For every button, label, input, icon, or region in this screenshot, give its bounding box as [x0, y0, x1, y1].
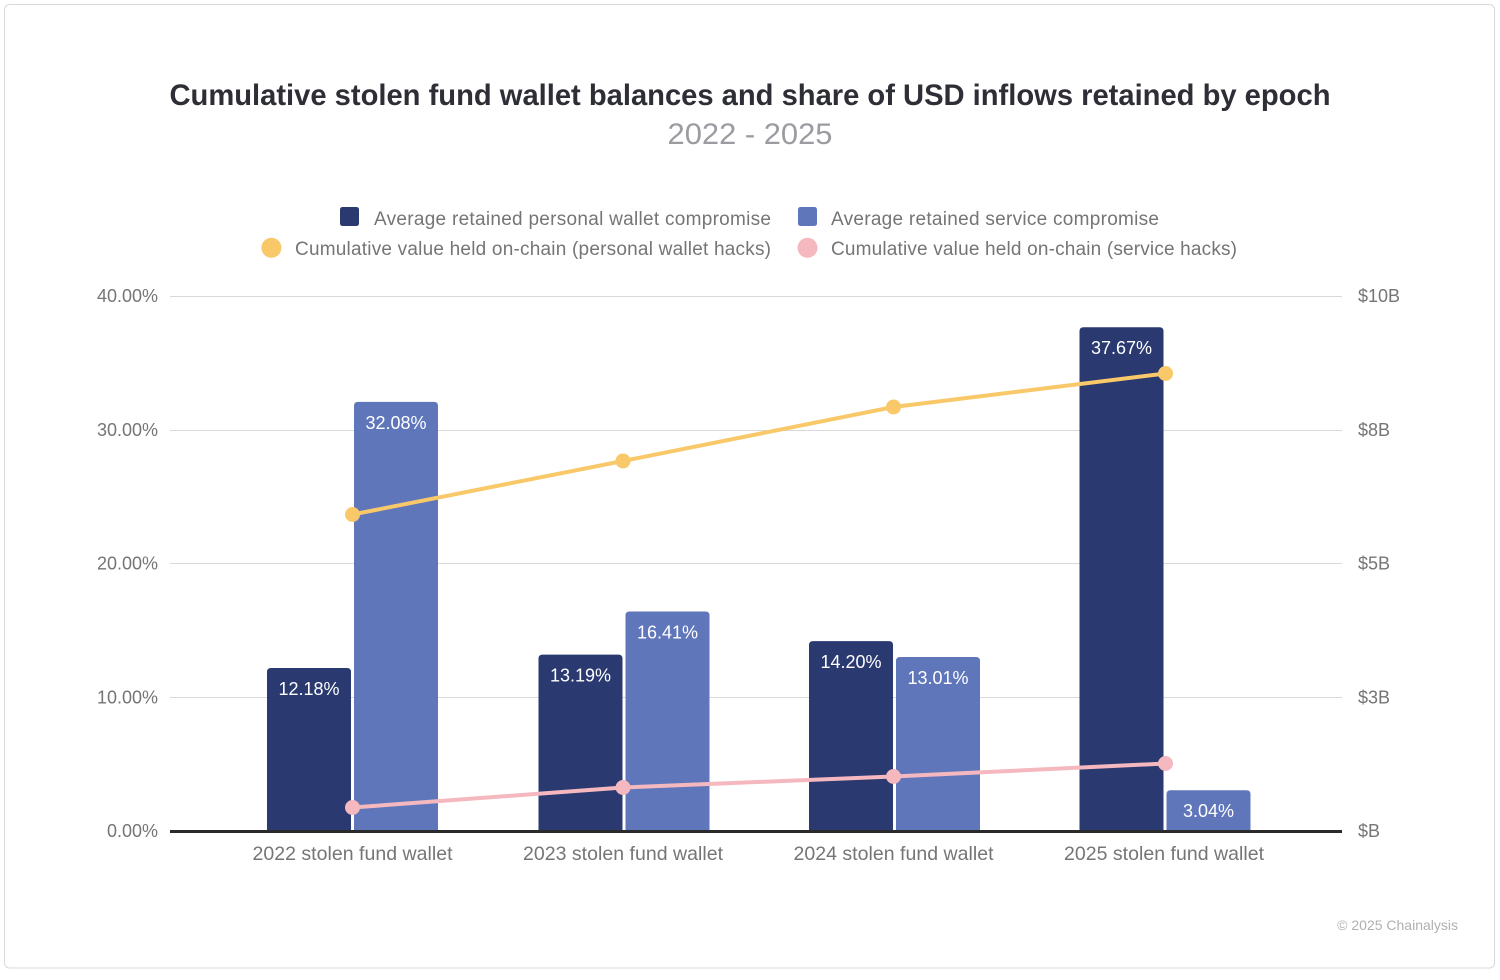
svg-text:Average retained personal wall: Average retained personal wallet comprom… [374, 209, 771, 230]
svg-text:2022 - 2025: 2022 - 2025 [668, 118, 833, 151]
svg-text:10.00%: 10.00% [97, 687, 158, 707]
svg-text:13.01%: 13.01% [907, 668, 968, 688]
svg-text:$5B: $5B [1358, 554, 1390, 574]
svg-text:Cumulative stolen fund wallet: Cumulative stolen fund wallet balances a… [170, 79, 1331, 112]
svg-text:30.00%: 30.00% [97, 420, 158, 440]
svg-text:16.41%: 16.41% [637, 623, 698, 643]
svg-text:Cumulative value held on-chain: Cumulative value held on-chain (personal… [295, 239, 771, 260]
svg-text:12.18%: 12.18% [278, 679, 339, 699]
svg-text:Average retained service compr: Average retained service compromise [831, 209, 1159, 230]
svg-text:0.00%: 0.00% [107, 821, 158, 841]
svg-text:$8B: $8B [1358, 420, 1390, 440]
svg-text:13.19%: 13.19% [550, 666, 611, 686]
svg-text:2024 stolen fund wallet: 2024 stolen fund wallet [794, 843, 995, 865]
svg-text:20.00%: 20.00% [97, 554, 158, 574]
svg-text:14.20%: 14.20% [820, 652, 881, 672]
svg-text:$10B: $10B [1358, 286, 1400, 306]
svg-text:32.08%: 32.08% [365, 413, 426, 433]
svg-text:37.67%: 37.67% [1091, 338, 1152, 358]
svg-text:© 2025 Chainalysis: © 2025 Chainalysis [1337, 917, 1458, 933]
svg-text:2025 stolen fund wallet: 2025 stolen fund wallet [1064, 843, 1265, 865]
svg-text:$B: $B [1358, 821, 1380, 841]
svg-text:2022 stolen fund wallet: 2022 stolen fund wallet [253, 843, 454, 865]
svg-text:2023 stolen fund wallet: 2023 stolen fund wallet [523, 843, 724, 865]
svg-text:3.04%: 3.04% [1183, 801, 1234, 821]
svg-text:Cumulative value held on-chain: Cumulative value held on-chain (service … [831, 239, 1237, 260]
svg-text:$3B: $3B [1358, 687, 1390, 707]
svg-text:40.00%: 40.00% [97, 286, 158, 306]
